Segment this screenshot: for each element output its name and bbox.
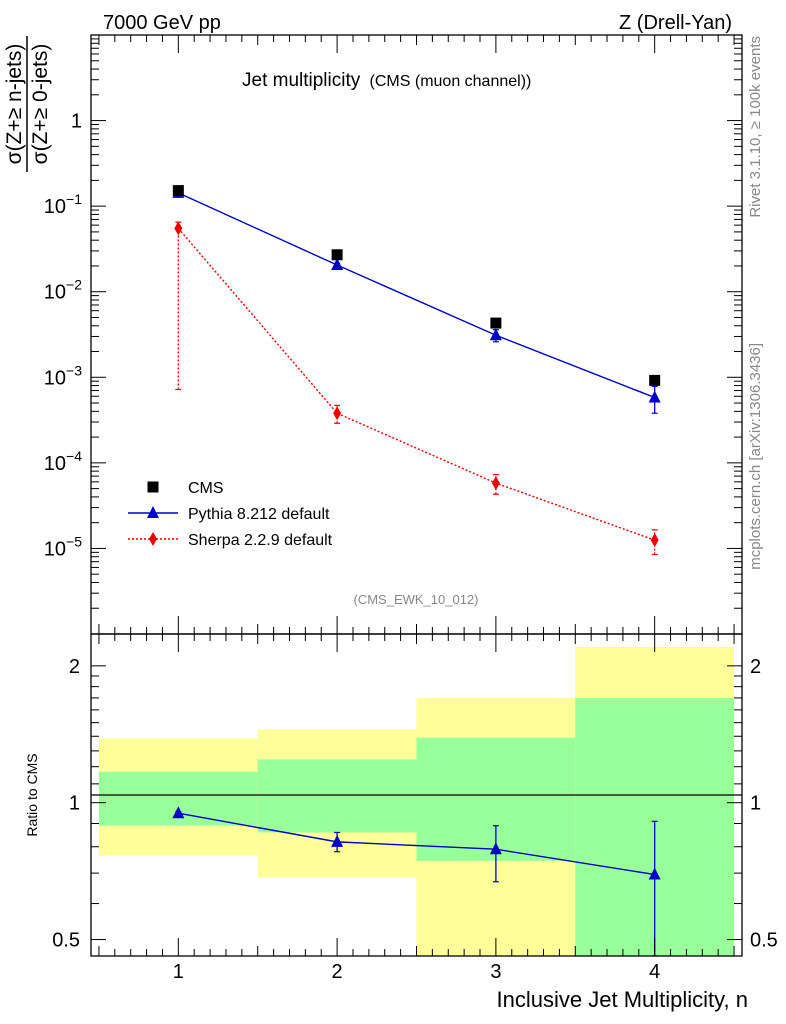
main-ytick-label: 10−2 [44, 277, 82, 304]
title-sub: (CMS (muon channel)) [370, 73, 532, 90]
legend-marker [149, 532, 157, 546]
title-main: Jet multiplicity [242, 70, 361, 91]
ratio-ytick-label-left: 2 [69, 656, 80, 678]
ratio-ytick-label-right: 0.5 [750, 930, 778, 952]
legend-label: Sherpa 2.2.9 default [188, 532, 333, 549]
source-label: mcplots.cern.ch [arXiv:1306.3436] [747, 343, 764, 570]
cms-point [490, 317, 502, 329]
ratio-ytick-label-left: 1 [69, 793, 80, 815]
ratio-point [172, 806, 185, 819]
ratio-ytick-label-left: 0.5 [52, 930, 80, 952]
x-ticks: 1 2 3 4 [98, 35, 735, 983]
legend-label: Pythia 8.212 default [188, 506, 330, 523]
sherpa-point [333, 406, 342, 421]
ratio-point [331, 834, 344, 847]
xtick-label: 3 [490, 961, 501, 983]
ratio-point [648, 867, 661, 880]
main-ticks: 1 10−1 10−2 10−3 10−4 10−5 [44, 38, 742, 635]
xtick-label: 2 [332, 961, 343, 983]
analysis-watermark: (CMS_EWK_10_012) [354, 592, 479, 607]
main-ylabel: σ(Z+≥ n-jets) σ(Z+≥ 0-jets) [3, 36, 52, 172]
rivet-label: Rivet 3.1.10, ≥ 100k events [747, 36, 764, 218]
cms-point [649, 374, 661, 386]
main-ytick-label: 10−5 [44, 533, 82, 560]
xlabel: Inclusive Jet Multiplicity, n [497, 987, 748, 1012]
process-label: Z (Drell-Yan) [619, 12, 732, 34]
ratio-ticks: 0.5 0.5 1 1 2 2 [52, 656, 778, 952]
legend-entry-cms: CMS [147, 480, 224, 497]
main-ytick-label: 10−3 [44, 362, 82, 389]
ratio-band-green-2 [257, 759, 417, 833]
sherpa-point [650, 533, 659, 548]
legend: CMS Pythia 8.212 default Sherpa 2.2.9 defa… [128, 480, 333, 549]
ylabel-denominator: σ(Z+≥ 0-jets) [29, 44, 52, 165]
legend-entry-pythia: Pythia 8.212 default [128, 506, 330, 523]
plot-title: Jet multiplicity (CMS (muon channel)) [242, 70, 531, 91]
ratio-ylabel: Ratio to CMS [24, 753, 40, 836]
xtick-label: 1 [173, 961, 184, 983]
sherpa-line [177, 227, 655, 541]
ylabel-numerator: σ(Z+≥ n-jets) [3, 44, 26, 165]
legend-marker [147, 481, 159, 493]
legend-marker [147, 506, 159, 518]
cms-point [331, 249, 343, 261]
legend-label: CMS [188, 480, 224, 497]
pythia-point [331, 258, 344, 271]
pythia-line [178, 192, 655, 399]
ratio-point [489, 842, 502, 855]
main-series [172, 185, 661, 556]
cms-point [172, 185, 184, 197]
pythia-point [648, 390, 661, 403]
xtick-label: 4 [649, 961, 660, 983]
ratio-ytick-label-right: 2 [750, 656, 761, 678]
legend-entry-sherpa: Sherpa 2.2.9 default [128, 532, 333, 549]
ratio-ytick-label-right: 1 [750, 793, 761, 815]
pythia-point [489, 328, 502, 341]
energy-label: 7000 GeV pp [103, 12, 221, 34]
main-ytick-label: 10−1 [44, 191, 82, 218]
main-ytick-label: 1 [71, 111, 82, 133]
ratio-bands [98, 647, 735, 956]
sherpa-point [174, 221, 183, 236]
main-ytick-label: 10−4 [44, 448, 82, 475]
sherpa-point [491, 476, 500, 491]
ratio-line [178, 812, 655, 876]
